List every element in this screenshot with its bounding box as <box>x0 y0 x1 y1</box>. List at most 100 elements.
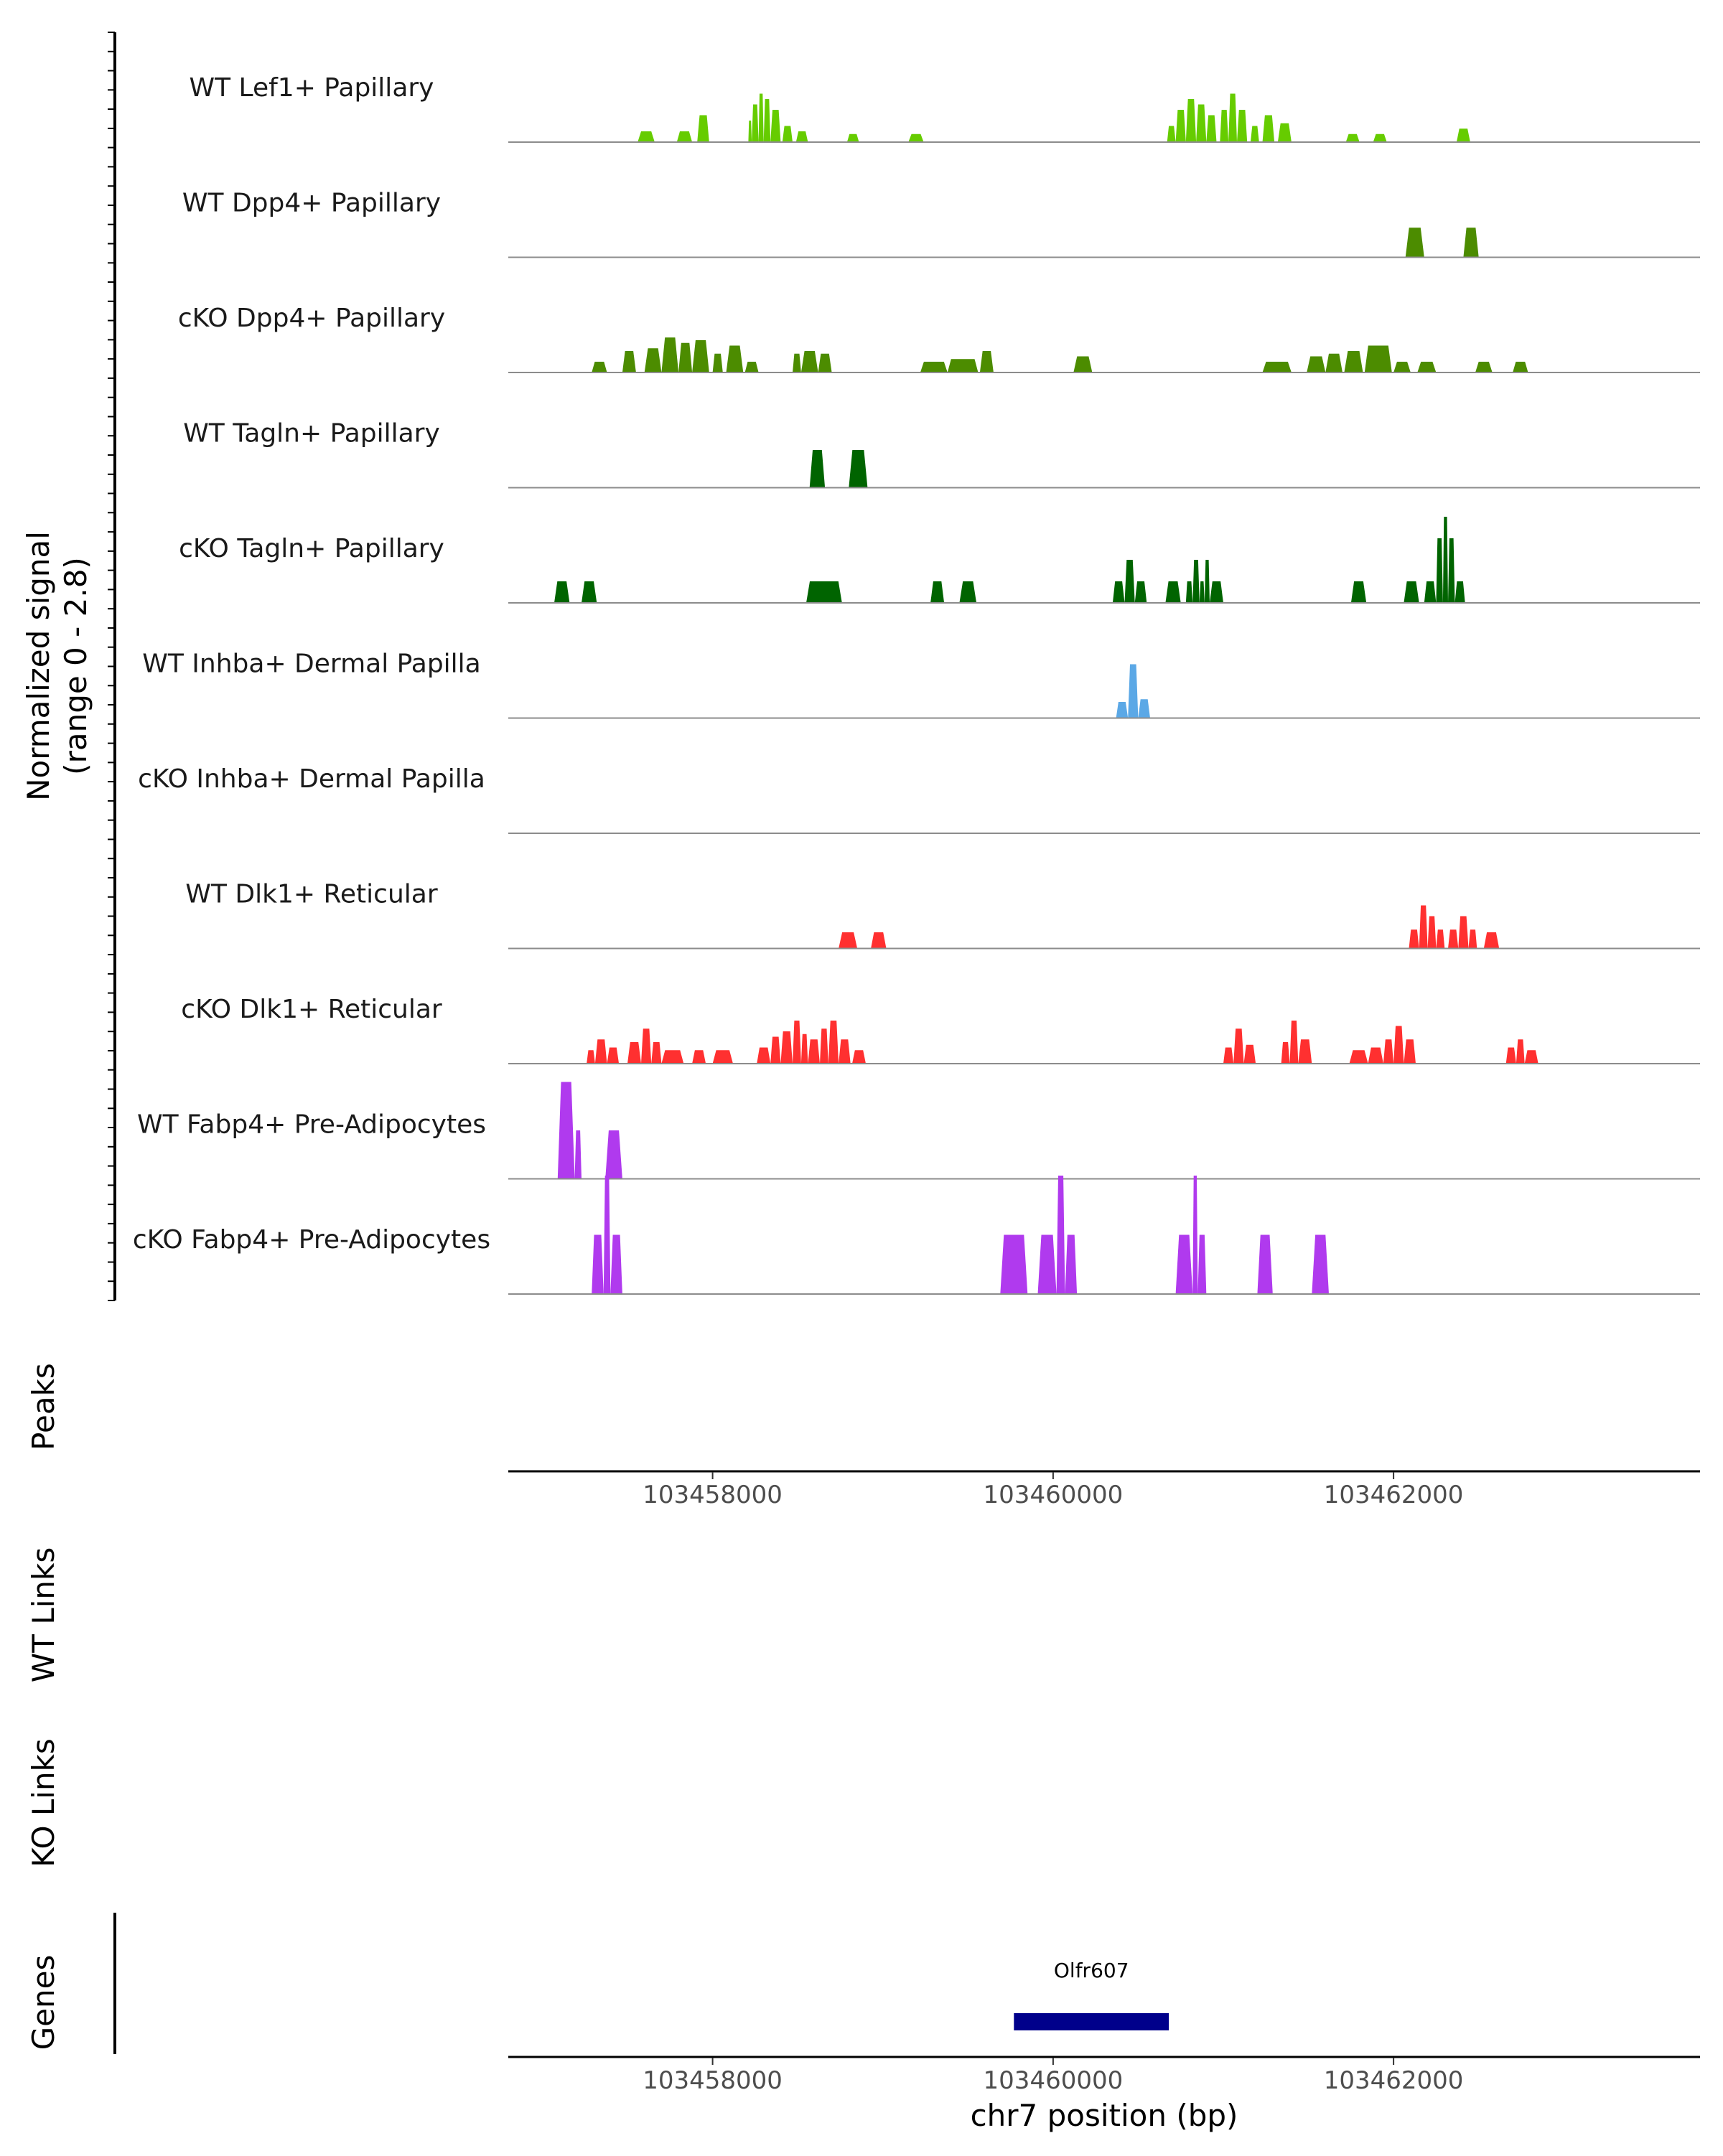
signal-area <box>752 104 759 142</box>
signal-area <box>1037 1234 1057 1294</box>
signal-area <box>603 1176 611 1294</box>
signal-area <box>849 450 868 488</box>
track-wt-dpp4-papillary: WT Dpp4+ Papillary <box>182 189 1700 258</box>
signal-area <box>1307 356 1326 372</box>
track-label: cKO Fabp4+ Pre-Adipocytes <box>133 1225 490 1255</box>
signal-area <box>1112 581 1125 603</box>
signal-area <box>1204 560 1210 603</box>
track-label: cKO Tagln+ Papillary <box>179 534 444 563</box>
signal-area <box>1065 1234 1078 1294</box>
signal-area <box>1458 916 1469 949</box>
signal-area <box>1516 1039 1525 1064</box>
signal-area <box>726 345 744 372</box>
signal-area <box>1233 1028 1244 1064</box>
signal-area <box>712 1050 733 1064</box>
signal-area <box>828 1021 839 1064</box>
signal-area <box>1185 99 1197 142</box>
signal-area <box>1436 538 1443 603</box>
signal-area <box>1373 133 1387 142</box>
signal-area <box>795 131 808 142</box>
signal-area <box>947 359 979 372</box>
track-label: WT Inhba+ Dermal Papilla <box>142 650 480 679</box>
signal-area <box>592 362 607 372</box>
signal-area <box>808 1039 820 1064</box>
signal-area <box>871 932 887 949</box>
wt-links-panel-label: WT Links <box>26 1547 61 1682</box>
y-axis-title-line2: (range 0 - 2.8) <box>58 557 93 775</box>
signal-area <box>1000 1234 1028 1294</box>
track-wt-dlk1-reticular: WT Dlk1+ Reticular <box>185 880 1700 950</box>
signal-area <box>1454 581 1465 603</box>
signal-area <box>651 1042 662 1064</box>
signal-area <box>782 126 793 142</box>
genes-panel-label: Genes <box>26 1955 61 2050</box>
signal-area <box>610 1234 622 1294</box>
genes-x-axis-ticks: 103458000 103460000 103462000 <box>643 2058 1463 2095</box>
signal-area <box>1364 345 1392 372</box>
signal-area <box>574 1130 582 1179</box>
signal-area <box>1524 1050 1538 1064</box>
x-axis-tick-label: 103462000 <box>1324 2066 1464 2095</box>
signal-area <box>1243 1044 1256 1064</box>
signal-area <box>1192 560 1200 603</box>
signal-area <box>1116 702 1129 718</box>
signal-area <box>1128 664 1139 718</box>
signal-area <box>1368 1047 1383 1064</box>
signal-area <box>594 1039 607 1064</box>
signal-area <box>627 1042 641 1064</box>
signal-area <box>1199 581 1205 603</box>
peaks-x-axis-ticks: 103458000 103460000 103462000 <box>643 1472 1463 1509</box>
signal-area <box>1210 581 1223 603</box>
signal-area <box>908 133 924 142</box>
track-label: cKO Dpp4+ Papillary <box>178 304 445 333</box>
signal-area <box>1349 1050 1368 1064</box>
signal-area <box>1505 1047 1516 1064</box>
x-axis-tick-label: 103462000 <box>1324 1481 1464 1509</box>
signal-area <box>1409 929 1419 949</box>
gene-label-olfr607: Olfr607 <box>1054 1959 1129 1982</box>
signal-area <box>744 362 759 372</box>
signal-area <box>1442 517 1448 603</box>
signal-area <box>839 932 858 949</box>
signal-area <box>676 131 693 142</box>
signal-area <box>1175 110 1186 142</box>
signal-area <box>1325 353 1343 372</box>
signal-area <box>1483 932 1500 949</box>
signal-area <box>1298 1039 1312 1064</box>
signal-area <box>1185 581 1193 603</box>
gene-body-olfr607[interactable] <box>1014 2013 1169 2030</box>
signal-area <box>1417 362 1437 372</box>
signal-area <box>661 337 679 372</box>
signal-area <box>1237 110 1248 142</box>
signal-area <box>1463 228 1479 258</box>
signal-area <box>678 342 693 372</box>
signal-area <box>1468 929 1477 949</box>
signal-area <box>1134 581 1147 603</box>
signal-area <box>554 581 570 603</box>
signal-area <box>820 1028 828 1064</box>
signal-area <box>770 110 781 142</box>
signal-area <box>1427 916 1437 949</box>
signal-area <box>661 1050 684 1064</box>
signal-area <box>1281 1042 1290 1064</box>
signal-area <box>806 581 842 603</box>
signal-area <box>1138 699 1150 718</box>
signal-area <box>1350 581 1367 603</box>
signal-area <box>1175 1234 1193 1294</box>
track-cko-tagln-papillary: cKO Tagln+ Papillary <box>179 517 1700 604</box>
signal-area <box>644 348 662 372</box>
signal-area <box>587 1050 595 1064</box>
signal-area <box>1262 362 1292 372</box>
signal-area <box>1167 126 1176 142</box>
track-cko-inhba-dermal-papilla: cKO Inhba+ Dermal Papilla <box>138 764 1700 834</box>
signal-area <box>557 1082 575 1179</box>
signal-area <box>1312 1234 1329 1294</box>
signal-area <box>692 1050 706 1064</box>
signal-area <box>839 1039 851 1064</box>
coverage-tracks: WT Lef1+ Papillary WT Dpp4+ Papillary cKO … <box>133 73 1700 1295</box>
track-cko-fabp4-pre-adipocytes: cKO Fabp4+ Pre-Adipocytes <box>133 1176 1700 1295</box>
signal-area <box>692 340 709 372</box>
signal-area <box>1513 362 1528 372</box>
signal-area <box>1220 110 1229 142</box>
signal-area <box>1424 581 1437 603</box>
